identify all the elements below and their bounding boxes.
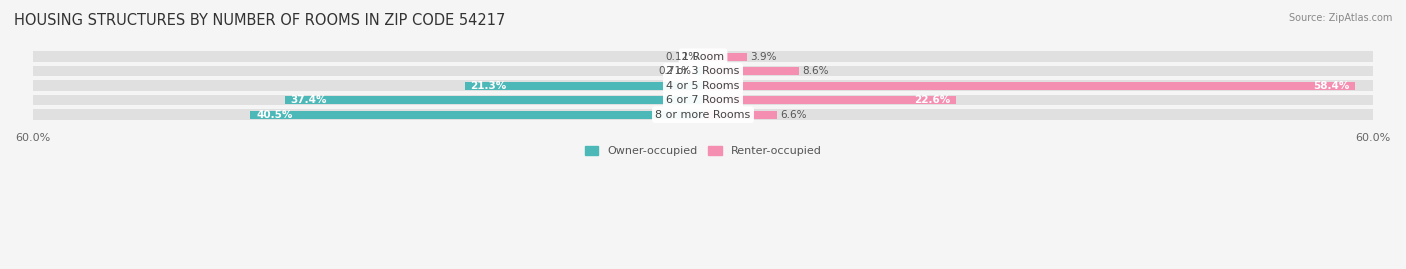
- Bar: [695, 67, 703, 75]
- Text: 37.4%: 37.4%: [291, 95, 328, 105]
- Bar: [703, 82, 1355, 90]
- Text: 22.6%: 22.6%: [914, 95, 950, 105]
- Bar: [703, 67, 799, 75]
- Bar: [250, 111, 703, 119]
- Legend: Owner-occupied, Renter-occupied: Owner-occupied, Renter-occupied: [581, 142, 825, 161]
- Bar: [32, 109, 1374, 120]
- Text: 40.5%: 40.5%: [256, 110, 292, 120]
- Text: HOUSING STRUCTURES BY NUMBER OF ROOMS IN ZIP CODE 54217: HOUSING STRUCTURES BY NUMBER OF ROOMS IN…: [14, 13, 505, 29]
- Bar: [32, 80, 1374, 91]
- Text: 1 Room: 1 Room: [682, 52, 724, 62]
- Bar: [703, 96, 956, 104]
- Text: 0.71%: 0.71%: [659, 66, 692, 76]
- Bar: [703, 53, 747, 61]
- Text: 8 or more Rooms: 8 or more Rooms: [655, 110, 751, 120]
- Text: 6 or 7 Rooms: 6 or 7 Rooms: [666, 95, 740, 105]
- Text: 3.9%: 3.9%: [749, 52, 776, 62]
- Text: 58.4%: 58.4%: [1313, 81, 1350, 91]
- Text: 4 or 5 Rooms: 4 or 5 Rooms: [666, 81, 740, 91]
- Text: 0.12%: 0.12%: [665, 52, 699, 62]
- Bar: [32, 95, 1374, 105]
- Bar: [703, 111, 776, 119]
- Bar: [32, 66, 1374, 76]
- Text: 21.3%: 21.3%: [471, 81, 506, 91]
- Text: 6.6%: 6.6%: [780, 110, 807, 120]
- Bar: [32, 51, 1374, 62]
- Bar: [285, 96, 703, 104]
- Text: 2 or 3 Rooms: 2 or 3 Rooms: [666, 66, 740, 76]
- Bar: [465, 82, 703, 90]
- Text: Source: ZipAtlas.com: Source: ZipAtlas.com: [1288, 13, 1392, 23]
- Text: 8.6%: 8.6%: [803, 66, 830, 76]
